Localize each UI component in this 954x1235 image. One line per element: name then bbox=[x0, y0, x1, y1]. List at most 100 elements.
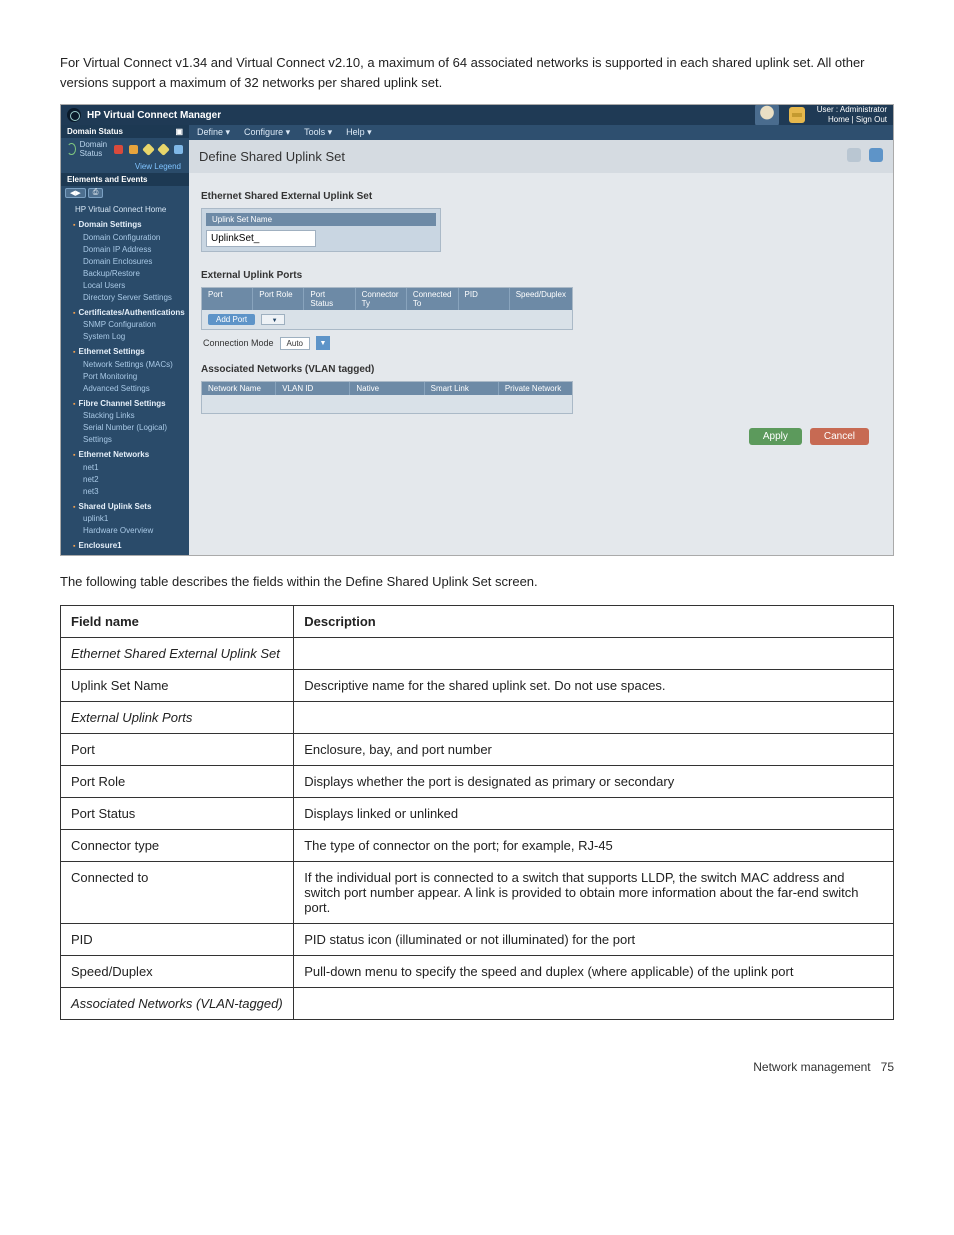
nav-home[interactable]: HP Virtual Connect Home bbox=[69, 204, 185, 216]
footer-text: Network management bbox=[753, 1060, 870, 1074]
grid-column-header: Connector Ty bbox=[356, 288, 407, 310]
hp-logo-icon bbox=[67, 108, 81, 122]
nav-item[interactable]: Domain Configuration bbox=[69, 232, 185, 244]
grid-column-header: Speed/Duplex bbox=[510, 288, 572, 310]
grid-column-header: Port bbox=[202, 288, 253, 310]
nav-item[interactable]: Network Settings (MACs) bbox=[69, 359, 185, 371]
menubar: Define ▾ Configure ▾ Tools ▾ Help ▾ bbox=[189, 125, 893, 140]
nav-item[interactable]: SNMP Configuration bbox=[69, 319, 185, 331]
nav-group[interactable]: Fibre Channel Settings bbox=[69, 398, 185, 411]
apply-button[interactable]: Apply bbox=[749, 428, 802, 445]
field-desc-cell: PID status icon (illuminated or not illu… bbox=[294, 923, 894, 955]
grid-column-header: Port Status bbox=[304, 288, 355, 310]
elements-events-header: Elements and Events bbox=[61, 173, 189, 186]
nav-group[interactable]: Ethernet Settings bbox=[69, 346, 185, 359]
field-desc-cell: Enclosure, bay, and port number bbox=[294, 733, 894, 765]
field-desc-cell bbox=[294, 637, 894, 669]
connection-mode-value: Auto bbox=[280, 337, 310, 350]
nav-group[interactable]: Certificates/Authentications bbox=[69, 307, 185, 320]
field-name-cell: Port Status bbox=[61, 797, 294, 829]
nav-item[interactable]: Serial Number (Logical) Settings bbox=[69, 422, 185, 446]
uplink-set-name-header: Uplink Set Name bbox=[206, 213, 436, 226]
refresh-icon[interactable] bbox=[67, 143, 76, 155]
nav-item[interactable]: net2 bbox=[69, 474, 185, 486]
field-name-cell: Port bbox=[61, 733, 294, 765]
grid-column-header: Native bbox=[350, 382, 424, 395]
page-title: Define Shared Uplink Set bbox=[199, 149, 345, 164]
nav-item[interactable]: Advanced Settings bbox=[69, 383, 185, 395]
field-name-cell: Associated Networks (VLAN-tagged) bbox=[61, 987, 294, 1019]
connection-mode-dropdown[interactable]: ▼ bbox=[316, 336, 330, 350]
intro-paragraph: For Virtual Connect v1.34 and Virtual Co… bbox=[60, 53, 894, 92]
menu-item[interactable]: Configure ▾ bbox=[244, 127, 290, 138]
nav-item[interactable]: Stacking Links bbox=[69, 410, 185, 422]
nav-item[interactable]: Backup/Restore bbox=[69, 268, 185, 280]
nav-item[interactable]: Local Users bbox=[69, 280, 185, 292]
nav-tree: HP Virtual Connect Home Domain SettingsD… bbox=[61, 200, 189, 555]
grid-column-header: PID bbox=[459, 288, 510, 310]
field-desc-cell: The type of connector on the port; for e… bbox=[294, 829, 894, 861]
nav-group[interactable]: Domain Settings bbox=[69, 219, 185, 232]
nav-item[interactable]: Domain IP Address bbox=[69, 244, 185, 256]
field-name-cell: Uplink Set Name bbox=[61, 669, 294, 701]
key-icon bbox=[789, 107, 805, 123]
connection-mode-label: Connection Mode bbox=[203, 338, 274, 348]
cancel-button[interactable]: Cancel bbox=[810, 428, 869, 445]
field-desc-cell bbox=[294, 701, 894, 733]
status-error-icon bbox=[114, 145, 123, 154]
print-icon[interactable] bbox=[847, 148, 861, 162]
add-port-dropdown[interactable] bbox=[261, 314, 285, 325]
collapse-icon[interactable]: ▣ bbox=[175, 127, 183, 136]
nav-item[interactable]: Port Monitoring bbox=[69, 371, 185, 383]
nav-item[interactable]: Directory Server Settings bbox=[69, 292, 185, 304]
nav-group[interactable]: Shared Uplink Sets bbox=[69, 501, 185, 514]
field-name-cell: PID bbox=[61, 923, 294, 955]
field-desc-cell: Pull-down menu to specify the speed and … bbox=[294, 955, 894, 987]
nav-item[interactable]: uplink1 bbox=[69, 513, 185, 525]
grid-column-header: VLAN ID bbox=[276, 382, 350, 395]
help-icon[interactable] bbox=[869, 148, 883, 162]
home-signout-links[interactable]: Home | Sign Out bbox=[828, 115, 887, 124]
side-nav-btn2[interactable]: ⎙ bbox=[88, 188, 104, 198]
add-port-button[interactable]: Add Port bbox=[208, 314, 255, 325]
sidebar: Domain Status ▣ Domain Status View Legen… bbox=[61, 125, 189, 555]
field-name-cell: Ethernet Shared External Uplink Set bbox=[61, 637, 294, 669]
grid-column-header: Private Network bbox=[499, 382, 572, 395]
menu-item[interactable]: Help ▾ bbox=[346, 127, 372, 138]
nav-item[interactable]: Hardware Overview bbox=[69, 525, 185, 537]
nav-item[interactable]: net3 bbox=[69, 486, 185, 498]
nav-group[interactable]: Enclosure1 bbox=[69, 540, 185, 553]
status-caution2-icon bbox=[157, 143, 170, 156]
section-associated-networks: Associated Networks (VLAN tagged) bbox=[201, 364, 881, 375]
field-name-cell: Connector type bbox=[61, 829, 294, 861]
main-panel: Define ▾ Configure ▾ Tools ▾ Help ▾ Define … bbox=[189, 125, 893, 555]
grid-column-header: Connected To bbox=[407, 288, 459, 310]
screenshot: HP Virtual Connect Manager User : Admini… bbox=[60, 104, 894, 556]
field-desc-cell: Displays linked or unlinked bbox=[294, 797, 894, 829]
menu-item[interactable]: Tools ▾ bbox=[304, 127, 332, 138]
footer-page: 75 bbox=[881, 1060, 894, 1074]
grid-column-header: Network Name bbox=[202, 382, 276, 395]
app-titlebar: HP Virtual Connect Manager User : Admini… bbox=[61, 105, 893, 125]
section-external-uplink: External Uplink Ports bbox=[201, 270, 881, 281]
nav-item[interactable]: net1 bbox=[69, 462, 185, 474]
uplink-set-name-input[interactable] bbox=[206, 230, 316, 247]
field-desc-cell: Descriptive name for the shared uplink s… bbox=[294, 669, 894, 701]
field-name-cell: External Uplink Ports bbox=[61, 701, 294, 733]
fields-table: Field name Description Ethernet Shared E… bbox=[60, 605, 894, 1020]
nav-group[interactable]: Ethernet Networks bbox=[69, 449, 185, 462]
menu-item[interactable]: Define ▾ bbox=[197, 127, 230, 138]
field-name-cell: Connected to bbox=[61, 861, 294, 923]
field-desc-cell: Displays whether the port is designated … bbox=[294, 765, 894, 797]
avatar-icon bbox=[755, 104, 779, 127]
grid-column-header: Smart Link bbox=[425, 382, 499, 395]
side-nav-btn[interactable]: ◀▶ bbox=[65, 188, 86, 198]
nav-item[interactable]: Domain Enclosures bbox=[69, 256, 185, 268]
view-legend-link[interactable]: View Legend bbox=[61, 160, 189, 173]
status-info-icon bbox=[174, 145, 183, 154]
section-ethernet-shared: Ethernet Shared External Uplink Set bbox=[201, 191, 881, 202]
nav-item[interactable]: System Log bbox=[69, 331, 185, 343]
th-field-name: Field name bbox=[61, 605, 294, 637]
field-name-cell: Speed/Duplex bbox=[61, 955, 294, 987]
status-caution-icon bbox=[142, 143, 155, 156]
